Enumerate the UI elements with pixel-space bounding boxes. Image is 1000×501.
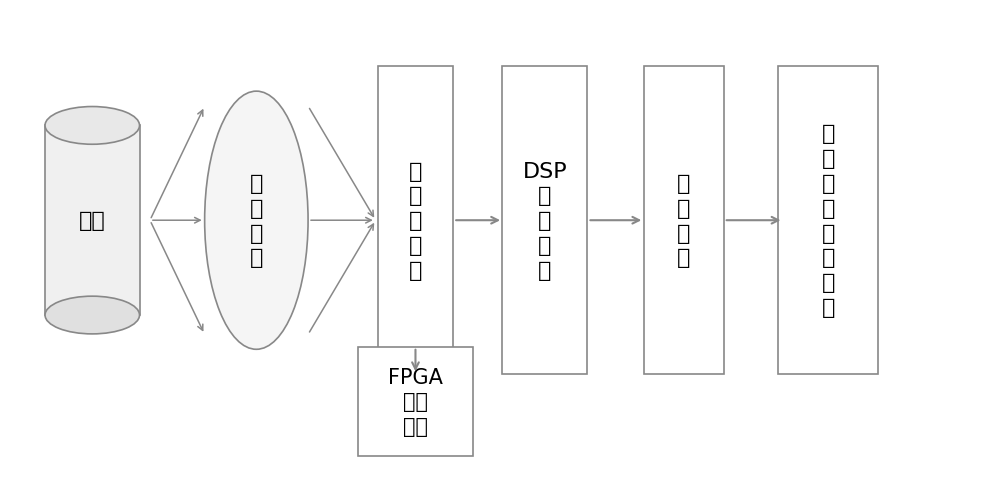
Ellipse shape	[205, 92, 308, 350]
Ellipse shape	[45, 107, 140, 145]
Text: 红
外
探
测
器: 红 外 探 测 器	[409, 161, 422, 280]
Text: FPGA
处理
电路: FPGA 处理 电路	[388, 367, 443, 436]
Text: 物体: 物体	[79, 211, 106, 231]
Text: 存
储
电
路: 存 储 电 路	[677, 174, 691, 268]
Bar	[502, 67, 587, 374]
Ellipse shape	[45, 297, 140, 334]
Text: 外
部
通
信
接
口
电
路: 外 部 通 信 接 口 电 路	[821, 124, 835, 317]
Bar	[644, 67, 724, 374]
Bar	[778, 67, 878, 374]
Text: DSP
处
理
电
路: DSP 处 理 电 路	[522, 161, 567, 280]
Bar	[378, 67, 453, 374]
Text: 光
学
系
统: 光 学 系 统	[250, 174, 263, 268]
Bar	[358, 347, 473, 456]
Bar	[45, 126, 140, 316]
